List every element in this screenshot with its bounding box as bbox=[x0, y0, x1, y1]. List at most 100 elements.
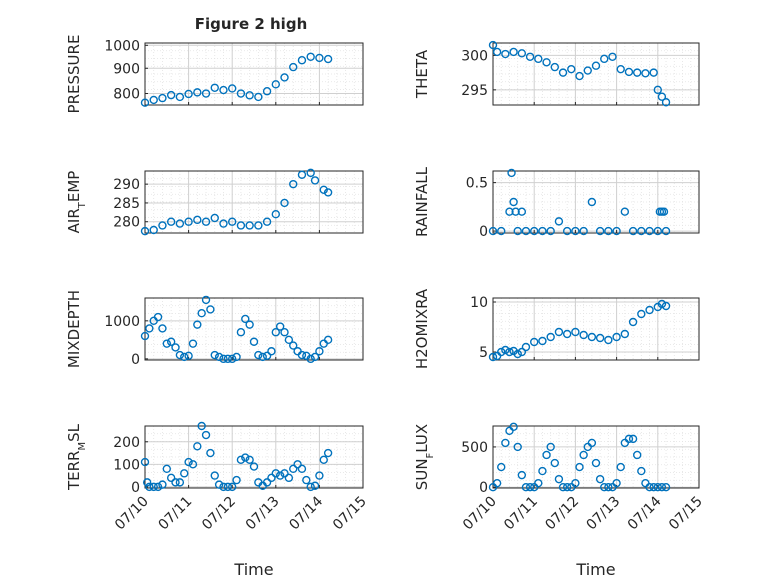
data-point bbox=[319, 185, 328, 194]
x-axis-label: Time bbox=[575, 560, 615, 579]
data-point bbox=[628, 434, 638, 444]
data-point bbox=[262, 87, 272, 96]
x-tick-label: 07/13 bbox=[584, 494, 624, 534]
data-point bbox=[517, 347, 527, 357]
subplot-terr-msl: 0 100 200 TERRMSL 07/10 07/11 07/12 07/13 07/14 0… bbox=[65, 421, 370, 579]
data-point bbox=[271, 210, 280, 219]
data-point bbox=[604, 226, 613, 236]
data-point bbox=[546, 332, 555, 342]
data-point bbox=[184, 217, 193, 226]
x-tick-label: 07/14 bbox=[286, 493, 326, 533]
data-point bbox=[513, 226, 522, 236]
data-point bbox=[513, 442, 522, 452]
data-point bbox=[280, 198, 289, 208]
data-point bbox=[219, 219, 228, 228]
data-point bbox=[158, 324, 167, 333]
data-point bbox=[201, 430, 211, 440]
data-point bbox=[659, 207, 669, 216]
data-point bbox=[587, 197, 597, 207]
x-tick-label: 07/13 bbox=[243, 494, 283, 534]
data-point bbox=[612, 478, 621, 488]
data-point bbox=[550, 62, 559, 72]
data-point bbox=[657, 299, 667, 309]
data-point bbox=[653, 482, 662, 492]
y-tick-label: 1000 bbox=[104, 314, 140, 330]
data-point bbox=[197, 309, 206, 318]
y-axis-label: MIXDEPTH bbox=[65, 290, 83, 368]
data-point bbox=[210, 471, 219, 480]
data-point bbox=[162, 464, 172, 474]
data-point bbox=[175, 350, 185, 360]
data-point bbox=[488, 352, 498, 362]
data-point bbox=[661, 301, 671, 311]
data-point bbox=[530, 337, 539, 347]
figure-title: Figure 2 high bbox=[195, 15, 308, 33]
y-tick-label: 800 bbox=[113, 87, 140, 103]
x-tick-label: 07/11 bbox=[501, 494, 541, 534]
data-point bbox=[624, 434, 634, 444]
x-tick-label: 07/10 bbox=[112, 494, 152, 534]
data-point bbox=[271, 328, 280, 337]
y-tick-label: 200 bbox=[113, 435, 140, 451]
data-point bbox=[275, 471, 285, 480]
data-point bbox=[219, 482, 228, 492]
data-point bbox=[227, 482, 237, 492]
data-point bbox=[575, 71, 584, 81]
data-point bbox=[492, 478, 502, 488]
axes-box bbox=[144, 42, 364, 106]
data-point bbox=[306, 52, 315, 61]
data-point bbox=[223, 354, 233, 364]
data-point bbox=[649, 68, 658, 77]
data-point bbox=[302, 475, 311, 485]
y-tick-label: 300 bbox=[461, 48, 488, 64]
data-point bbox=[293, 460, 302, 469]
data-point bbox=[145, 482, 154, 492]
x-tick-label: 07/11 bbox=[156, 494, 196, 534]
data-point bbox=[271, 469, 280, 478]
data-point bbox=[193, 320, 202, 329]
axes-box bbox=[492, 42, 700, 106]
data-point bbox=[587, 438, 597, 448]
data-point bbox=[210, 350, 219, 360]
data-point bbox=[620, 329, 630, 339]
data-point bbox=[210, 83, 219, 92]
data-point bbox=[153, 482, 163, 492]
data-point bbox=[158, 221, 167, 230]
subplot-theta: 295 300 THETA bbox=[413, 40, 700, 107]
data-point bbox=[166, 217, 176, 226]
data-point bbox=[554, 217, 564, 226]
data-point bbox=[579, 450, 588, 460]
data-point bbox=[249, 337, 259, 346]
data-point bbox=[153, 312, 163, 322]
data-point bbox=[262, 217, 272, 226]
data-point bbox=[628, 226, 638, 236]
data-point bbox=[579, 226, 588, 236]
data-point bbox=[645, 305, 654, 315]
data-point bbox=[166, 473, 176, 483]
data-point bbox=[184, 457, 193, 467]
data-point bbox=[214, 480, 224, 489]
data-point bbox=[567, 64, 576, 74]
data-point bbox=[562, 226, 572, 236]
data-point bbox=[193, 88, 202, 97]
y-tick-label: 900 bbox=[113, 61, 140, 77]
data-point bbox=[558, 482, 568, 492]
data-point bbox=[591, 61, 601, 70]
data-point bbox=[140, 98, 150, 107]
x-tick-label: 07/15 bbox=[330, 494, 370, 534]
data-point bbox=[171, 478, 180, 487]
data-point bbox=[275, 322, 285, 331]
axes-box bbox=[144, 425, 364, 489]
data-point bbox=[538, 466, 547, 476]
data-point bbox=[538, 226, 547, 236]
data-point bbox=[180, 469, 189, 478]
data-point bbox=[236, 455, 246, 465]
data-point bbox=[521, 482, 531, 492]
y-tick-label: 0.5 bbox=[466, 176, 488, 192]
data-point bbox=[158, 93, 167, 103]
data-point bbox=[245, 221, 254, 230]
data-point bbox=[227, 84, 237, 93]
data-point bbox=[633, 68, 642, 77]
data-point bbox=[306, 354, 315, 364]
